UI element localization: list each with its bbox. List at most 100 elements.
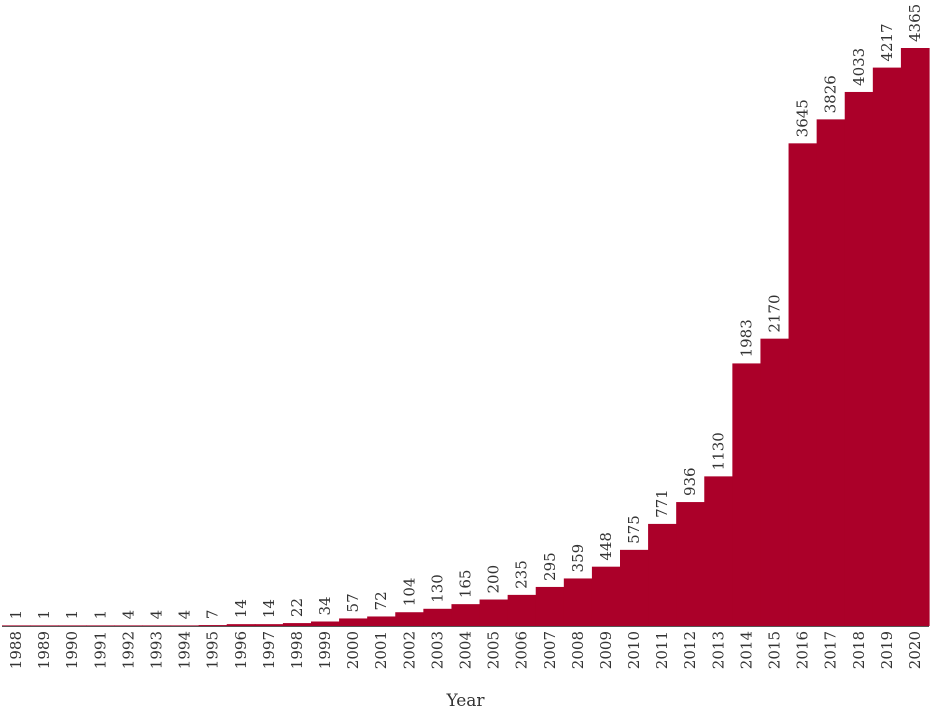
x-tick-label-1988: 1988 [7, 631, 25, 669]
x-tick-label-2008: 2008 [569, 631, 587, 669]
x-tick-label-1993: 1993 [148, 631, 166, 669]
bars-group [2, 48, 930, 627]
x-tick-label-2005: 2005 [485, 631, 503, 669]
x-tick-label-1991: 1991 [91, 631, 109, 669]
x-tick-label-2017: 2017 [822, 631, 840, 669]
bar-2011 [648, 523, 677, 626]
bar-1995 [198, 625, 228, 626]
value-label-1990: 1 [63, 610, 81, 620]
value-label-1996: 14 [232, 599, 250, 618]
x-tick-label-1989: 1989 [35, 631, 53, 669]
value-label-1988: 1 [7, 610, 25, 620]
x-tick-label-1998: 1998 [288, 631, 306, 669]
x-tick-label-2004: 2004 [457, 631, 475, 669]
value-label-2016: 3645 [794, 99, 812, 137]
value-label-1992: 4 [119, 610, 137, 620]
x-tick-label-1999: 1999 [316, 631, 334, 669]
x-tick-label-1995: 1995 [204, 631, 222, 669]
x-tick-label-2015: 2015 [766, 631, 784, 669]
bar-2001 [367, 616, 396, 626]
bar-2018 [844, 91, 874, 626]
value-label-2020: 4365 [906, 4, 924, 42]
bar-2020 [900, 48, 930, 626]
x-tick-label-1992: 1992 [119, 631, 137, 669]
bar-1998 [282, 623, 312, 626]
bar-2014 [732, 363, 762, 626]
value-label-2005: 200 [485, 565, 503, 594]
value-label-1991: 1 [91, 610, 109, 620]
x-tick-label-2014: 2014 [737, 631, 755, 669]
value-label-2006: 235 [513, 560, 531, 589]
bar-1991 [86, 625, 115, 626]
bar-1989 [30, 625, 59, 626]
x-tick-label-1990: 1990 [63, 631, 81, 669]
value-label-2007: 295 [541, 552, 559, 581]
x-tick-label-2011: 2011 [653, 631, 671, 669]
bar-1988 [2, 625, 31, 626]
x-tick-label-2006: 2006 [513, 631, 531, 669]
bar-2016 [788, 143, 818, 626]
bar-1990 [58, 625, 87, 626]
value-label-1998: 22 [288, 598, 306, 617]
value-label-1994: 4 [176, 610, 194, 620]
bar-1997 [254, 624, 284, 626]
bar-2003 [423, 608, 453, 626]
value-label-2003: 130 [428, 574, 446, 603]
value-label-2012: 936 [681, 467, 699, 496]
bar-2015 [760, 338, 790, 626]
x-axis-label: Year [445, 691, 485, 708]
bar-1992 [114, 625, 144, 626]
value-label-2000: 57 [344, 593, 362, 612]
x-tick-label-2002: 2002 [400, 631, 418, 669]
bar-2007 [535, 586, 565, 626]
x-tick-label-2000: 2000 [344, 631, 362, 669]
value-label-2004: 165 [457, 570, 475, 599]
x-tick-label-2016: 2016 [794, 631, 812, 669]
value-label-1993: 4 [148, 610, 166, 620]
x-tick-label-2012: 2012 [681, 631, 699, 669]
value-label-2009: 448 [597, 532, 615, 561]
x-tick-label-1996: 1996 [232, 631, 250, 669]
value-label-2017: 3826 [822, 75, 840, 113]
x-tick-label-1994: 1994 [176, 631, 194, 669]
bar-2009 [591, 566, 621, 626]
value-labels-group: 1 1 1 1 4 4 4 7 14 14 22 34 57 72 104 130 165 200 235 295 35… [7, 4, 924, 620]
value-label-2019: 4217 [878, 23, 896, 61]
bar-2019 [872, 67, 902, 627]
x-tick-labels-group: 1988 1989 1990 1991 1992 1993 1994 1995 1996 1997… [7, 631, 924, 669]
value-label-2002: 104 [400, 578, 418, 607]
x-tick-label-2009: 2009 [597, 631, 615, 669]
bar-2002 [395, 612, 424, 626]
x-tick-label-2018: 2018 [850, 631, 868, 669]
bar-2005 [479, 599, 509, 626]
x-tick-label-2013: 2013 [709, 631, 727, 669]
x-tick-label-2001: 2001 [372, 631, 390, 669]
value-label-2018: 4033 [850, 48, 868, 86]
x-tick-label-2010: 2010 [625, 631, 643, 669]
bar-2017 [816, 119, 846, 627]
value-label-2011: 771 [653, 489, 671, 518]
bar-2000 [339, 618, 368, 626]
bar-1999 [311, 621, 340, 626]
x-tick-label-2003: 2003 [428, 631, 446, 669]
value-label-2010: 575 [625, 515, 643, 544]
bar-2013 [704, 476, 733, 626]
value-label-2008: 359 [569, 544, 587, 573]
value-label-1999: 34 [316, 596, 334, 615]
bar-2006 [507, 594, 537, 626]
value-label-1989: 1 [35, 610, 53, 620]
value-label-2014: 1983 [737, 319, 755, 357]
x-tick-label-2019: 2019 [878, 631, 896, 669]
value-label-1997: 14 [260, 599, 278, 618]
bar-2008 [563, 578, 593, 626]
x-tick-label-2020: 2020 [906, 631, 924, 669]
value-label-2015: 2170 [766, 294, 784, 332]
x-tick-label-1997: 1997 [260, 631, 278, 669]
bar-2004 [451, 604, 481, 626]
value-label-2001: 72 [372, 591, 390, 610]
x-tick-label-2007: 2007 [541, 631, 559, 669]
value-label-1995: 7 [204, 610, 222, 620]
value-label-2013: 1130 [709, 432, 727, 470]
bar-2012 [676, 502, 705, 626]
